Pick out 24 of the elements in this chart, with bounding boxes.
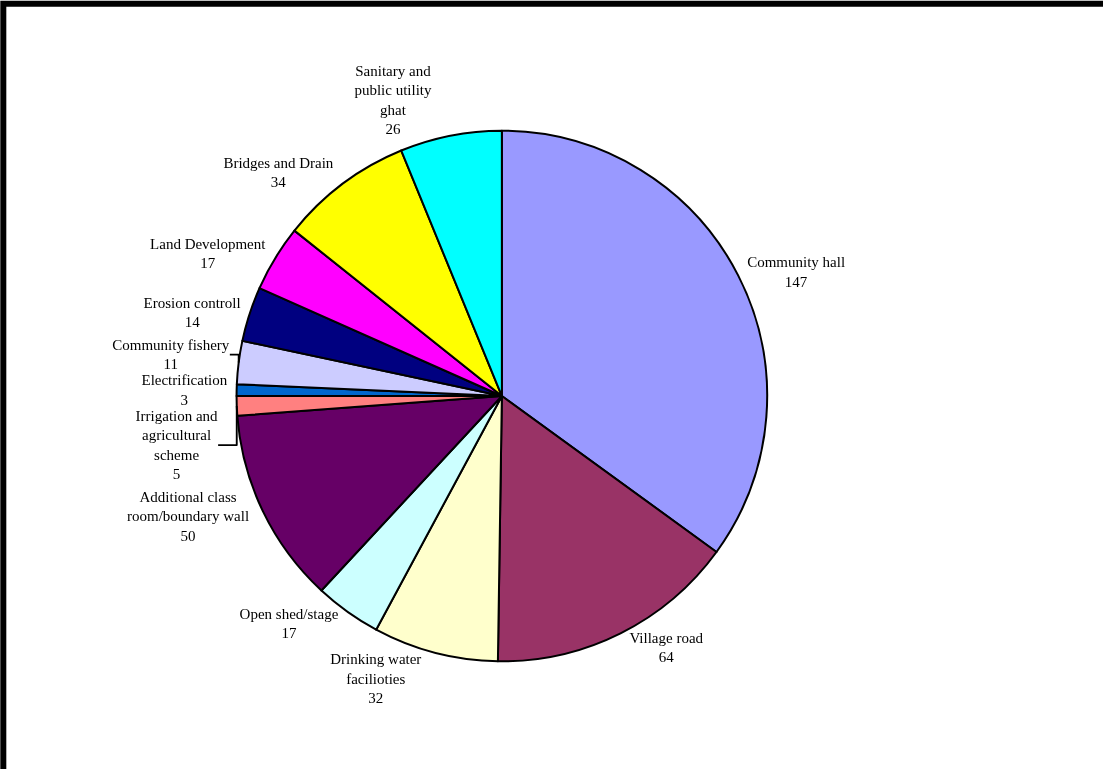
- slice-label: Drinking water facilioties: [330, 651, 422, 687]
- data-label: 64: [658, 649, 675, 666]
- slice-label: Village road: [629, 629, 704, 646]
- slice-label: Erosion controll: [143, 294, 241, 311]
- data-label: 147: [784, 273, 808, 290]
- data-label: 17: [200, 255, 216, 272]
- data-label: 5: [172, 466, 181, 483]
- slice-label: Community fishery: [112, 336, 230, 353]
- data-label: 17: [281, 625, 297, 642]
- slice-label: Land Development: [150, 235, 267, 252]
- data-label: 11: [163, 356, 179, 373]
- slice-label: Sanitary and public utility ghat: [354, 62, 432, 118]
- data-label: 3: [180, 391, 189, 408]
- data-label: 50: [180, 527, 196, 544]
- slice-label: Irrigation and agricultural scheme: [135, 407, 219, 463]
- slice-label: Bridges and Drain: [223, 154, 334, 171]
- slice-label: Open shed/stage: [239, 605, 339, 622]
- data-label: 26: [385, 121, 401, 138]
- data-label: 34: [270, 174, 287, 191]
- slice-label: Electrification: [141, 372, 228, 389]
- slice-label: Additional class room/boundary wall: [127, 488, 250, 525]
- data-label: 14: [184, 314, 201, 331]
- slice-label: Community hall: [747, 254, 846, 271]
- data-label: 32: [368, 690, 384, 707]
